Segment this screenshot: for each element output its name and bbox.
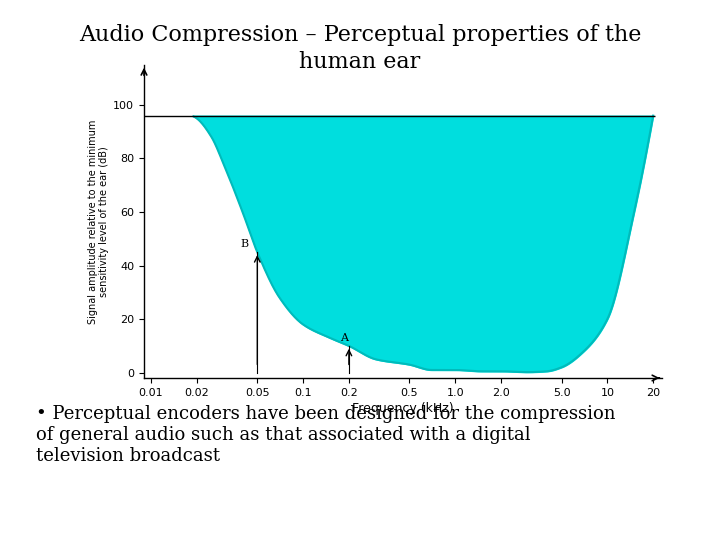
X-axis label: Frequency (kHz): Frequency (kHz): [352, 402, 454, 415]
Text: • Perceptual encoders have been designed for the compression
of general audio su: • Perceptual encoders have been designed…: [36, 405, 616, 464]
Text: B: B: [241, 239, 249, 249]
Y-axis label: Signal amplitude relative to the minimum
sensitivity level of the ear (dB): Signal amplitude relative to the minimum…: [88, 119, 109, 323]
Text: human ear: human ear: [300, 51, 420, 73]
Text: A: A: [340, 333, 348, 342]
Text: Audio Compression – Perceptual properties of the: Audio Compression – Perceptual propertie…: [78, 24, 642, 46]
